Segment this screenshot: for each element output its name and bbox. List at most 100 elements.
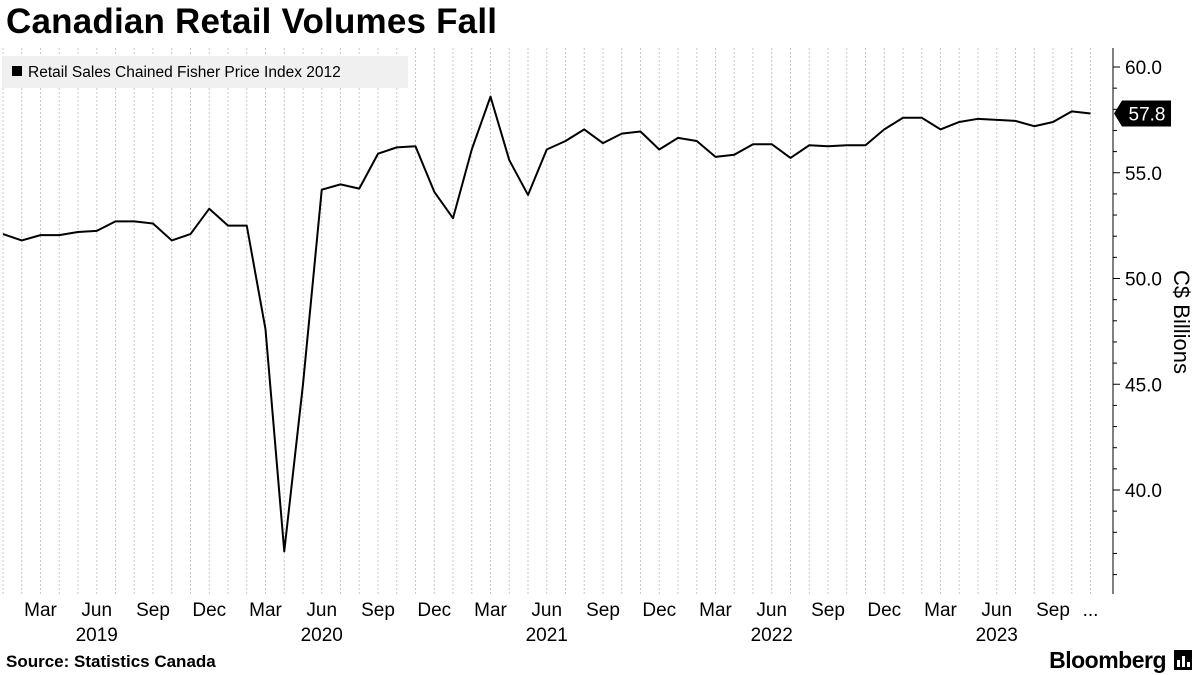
bloomberg-bar-chart-icon [1174, 650, 1192, 670]
data-point [659, 149, 660, 150]
series-line [2, 95, 1091, 553]
data-point [303, 384, 304, 385]
bloomberg-logo: Bloomberg [1049, 647, 1166, 673]
x-tick-label: Dec [867, 600, 901, 621]
data-point [115, 221, 116, 222]
data-point [490, 96, 491, 97]
legend-swatch [12, 66, 22, 76]
data-point [884, 129, 885, 130]
x-tick-label: Dec [192, 600, 226, 621]
data-point [78, 231, 79, 232]
last-value-badge [1114, 100, 1171, 127]
x-tick-label: Jun [81, 600, 112, 621]
data-point [715, 156, 716, 157]
data-point [171, 240, 172, 241]
x-tick-label: Sep [586, 600, 620, 621]
data-point [3, 234, 4, 235]
y-tick-label: 45.0 [1125, 375, 1162, 396]
data-point [790, 157, 791, 158]
data-point [1071, 111, 1072, 112]
y-tick-label: 55.0 [1125, 164, 1162, 185]
x-year-label: 2021 [526, 625, 568, 646]
source-note: Source: Statistics Canada [6, 652, 216, 671]
x-tick-label: Mar [474, 600, 507, 621]
x-tick-label: Jun [981, 600, 1012, 621]
data-point [903, 117, 904, 118]
data-point [228, 225, 229, 226]
data-point [153, 223, 154, 224]
data-point [846, 145, 847, 146]
data-point [359, 188, 360, 189]
x-tick-label: Mar [249, 600, 282, 621]
x-tick-label: Sep [1036, 600, 1070, 621]
data-point [1053, 121, 1054, 122]
y-tick-label: 40.0 [1125, 481, 1162, 502]
data-point [865, 145, 866, 146]
data-point [59, 235, 60, 236]
x-year-label: 2023 [976, 625, 1018, 646]
data-point [959, 121, 960, 122]
data-point [528, 194, 529, 195]
data-point [996, 119, 997, 120]
data-point [546, 149, 547, 150]
axes: 40.0 45.0 50.0 55.0 60.0 57.8 Mar Jun Sep Dec Mar J… [24, 48, 1171, 646]
gridlines [2, 48, 1091, 594]
data-point [509, 160, 510, 161]
data-point [209, 208, 210, 209]
data-point [771, 144, 772, 145]
legend-label: Retail Sales Chained Fisher Price Index … [28, 64, 341, 81]
data-point [678, 137, 679, 138]
x-year-label: 2022 [751, 625, 793, 646]
x-tick-label: Sep [361, 600, 395, 621]
x-tick-label: Mar [699, 600, 732, 621]
y-axis-title: C$ Billions [1169, 270, 1194, 374]
x-tick-label: Mar [24, 600, 57, 621]
data-point [1034, 126, 1035, 127]
data-point [96, 230, 97, 231]
data-point [603, 143, 604, 144]
series-layer [2, 95, 1091, 553]
data-point [378, 153, 379, 154]
data-point [1090, 113, 1091, 114]
data-point [396, 147, 397, 148]
data-point [134, 221, 135, 222]
data-point [453, 218, 454, 219]
last-value-label: 57.8 [1129, 105, 1166, 126]
data-point [940, 129, 941, 130]
chart-title: Canadian Retail Volumes Fall [6, 2, 498, 41]
data-point [640, 131, 641, 132]
data-point [828, 146, 829, 147]
data-point [734, 154, 735, 155]
data-point [40, 235, 41, 236]
data-point [1015, 120, 1016, 121]
data-point [978, 118, 979, 119]
x-tick-label: Jun [531, 600, 562, 621]
data-point [584, 129, 585, 130]
y-tick-label: 50.0 [1125, 270, 1162, 291]
data-point [284, 551, 285, 552]
data-point [921, 117, 922, 118]
x-year-label: 2019 [76, 625, 118, 646]
x-tick-label: Mar [924, 600, 957, 621]
data-point [340, 184, 341, 185]
data-point [415, 146, 416, 147]
x-tick-label: ... [1083, 600, 1099, 621]
data-point [696, 141, 697, 142]
data-point [565, 141, 566, 142]
y-tick-label: 60.0 [1125, 58, 1162, 79]
x-tick-label: Sep [136, 600, 170, 621]
data-point [190, 234, 191, 235]
x-tick-label: Jun [306, 600, 337, 621]
legend-background [2, 56, 408, 88]
x-tick-label: Dec [417, 600, 451, 621]
data-point [753, 144, 754, 145]
x-year-label: 2020 [301, 625, 343, 646]
data-point [471, 149, 472, 150]
x-tick-label: Jun [756, 600, 787, 621]
data-point [265, 329, 266, 330]
data-point [21, 240, 22, 241]
x-tick-label: Dec [642, 600, 676, 621]
data-point [246, 225, 247, 226]
data-point [621, 133, 622, 134]
